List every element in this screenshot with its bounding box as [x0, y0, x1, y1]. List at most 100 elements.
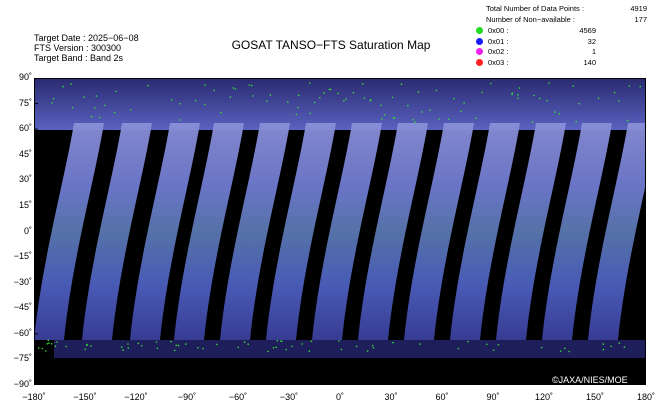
observation-point — [204, 103, 206, 106]
observation-point — [463, 102, 465, 104]
observation-point — [639, 85, 641, 88]
y-tick-label: −45˚ — [13, 302, 32, 313]
x-tick-label: 150˚ — [585, 392, 605, 402]
observation-point — [628, 85, 631, 87]
observation-point — [417, 91, 420, 93]
observation-point — [252, 95, 254, 97]
observation-point — [103, 104, 106, 107]
y-tick-label: −75˚ — [13, 353, 32, 364]
observation-point — [173, 349, 176, 352]
nonavailable-value: 177 — [634, 15, 647, 24]
observation-point — [626, 119, 629, 122]
observation-point — [301, 343, 304, 345]
observation-point — [237, 346, 239, 349]
observation-point — [84, 348, 86, 351]
observation-point — [272, 347, 275, 349]
observation-point — [85, 344, 88, 347]
observation-point — [511, 92, 513, 94]
observation-point — [281, 340, 283, 343]
observation-point — [412, 119, 414, 121]
observation-point — [429, 109, 431, 111]
legend-item: 0x03 : 140 — [476, 58, 601, 68]
legend-dot-icon — [476, 58, 483, 66]
observation-point — [62, 85, 64, 88]
nonavailable-label: Number of Non−available : — [486, 15, 576, 24]
observation-point — [291, 345, 293, 348]
legend-code: 0x01 : — [488, 36, 509, 46]
satellite-swath — [404, 123, 474, 340]
observation-point — [345, 98, 347, 100]
observation-point — [216, 343, 218, 346]
observation-point — [554, 111, 556, 113]
observation-point — [381, 118, 383, 120]
saturation-map — [34, 78, 646, 385]
observation-point — [414, 121, 416, 123]
observation-point — [481, 91, 484, 94]
observation-point — [220, 111, 222, 114]
observation-point — [47, 339, 50, 342]
observation-point — [177, 344, 180, 347]
x-tick-label: −120˚ — [124, 392, 148, 402]
observation-point — [475, 117, 477, 120]
observation-point — [518, 87, 521, 89]
x-tick-label: −150˚ — [73, 392, 97, 402]
observation-point — [269, 94, 272, 96]
observation-point — [120, 346, 123, 348]
legend-dot-icon — [476, 37, 483, 45]
y-tick-label: −60˚ — [13, 327, 32, 338]
observation-point — [610, 345, 612, 348]
polar-band-bottom — [54, 340, 646, 358]
observation-point — [202, 347, 204, 350]
observation-point — [460, 110, 462, 113]
legend-code: 0x03 : — [488, 57, 509, 67]
observation-point — [328, 88, 331, 91]
observation-point — [310, 340, 313, 343]
observation-point — [380, 104, 382, 107]
observation-point — [435, 89, 438, 92]
observation-point — [486, 343, 488, 346]
observation-point — [276, 340, 279, 342]
observation-point — [170, 99, 173, 101]
satellite-swath — [358, 123, 428, 340]
observation-point — [340, 348, 343, 351]
observation-point — [90, 115, 93, 118]
observation-point — [265, 100, 268, 102]
observation-point — [564, 347, 566, 350]
observation-point — [533, 94, 535, 97]
target-date: Target Date : 2025−06−08 — [34, 33, 139, 43]
data-points — [34, 82, 641, 353]
y-tick-label: 60˚ — [18, 123, 32, 134]
observation-point — [234, 88, 237, 90]
observation-point — [137, 342, 140, 345]
observation-point — [517, 97, 519, 100]
observation-point — [115, 90, 117, 93]
observation-point — [338, 340, 340, 342]
observation-point — [457, 347, 460, 350]
observation-point — [497, 344, 500, 346]
satellite-swath — [220, 123, 290, 340]
x-tick-label: −60˚ — [228, 392, 248, 402]
observation-point — [275, 346, 277, 349]
satellite-swath — [450, 123, 520, 340]
observation-point — [538, 97, 541, 100]
observation-point — [511, 93, 513, 96]
observation-point — [602, 343, 605, 345]
observation-point — [113, 111, 116, 114]
observation-point — [71, 106, 74, 109]
observation-point — [287, 101, 289, 103]
observation-point — [602, 348, 605, 351]
observation-point — [540, 346, 543, 349]
observation-point — [147, 84, 149, 87]
observation-point — [492, 349, 495, 352]
observation-point — [393, 117, 396, 119]
observation-point — [56, 341, 58, 343]
observation-point — [407, 104, 409, 107]
observation-point — [309, 112, 312, 115]
y-tick-label: 45˚ — [18, 148, 32, 159]
observation-point — [213, 89, 215, 92]
observation-point — [155, 341, 158, 343]
legend-item: 0x00 : 4569 — [476, 26, 601, 36]
total-points-value: 4919 — [630, 4, 647, 13]
observation-point — [559, 350, 562, 352]
observation-point — [90, 345, 92, 347]
